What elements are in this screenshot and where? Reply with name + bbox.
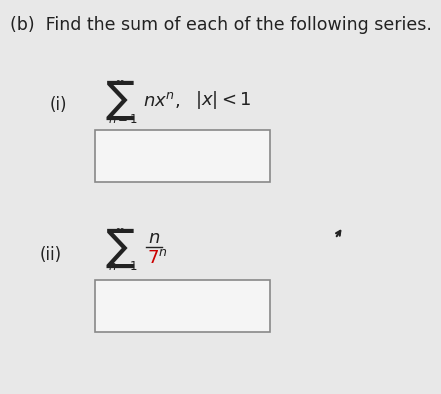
Text: (b)  Find the sum of each of the following series.: (b) Find the sum of each of the followin… bbox=[10, 16, 432, 34]
Bar bbox=[95, 130, 270, 182]
Text: (i): (i) bbox=[50, 96, 67, 114]
Text: $|x| < 1$: $|x| < 1$ bbox=[195, 89, 252, 111]
Text: $7$: $7$ bbox=[147, 249, 159, 267]
Text: $n=1$: $n=1$ bbox=[108, 260, 138, 273]
Bar bbox=[95, 280, 270, 332]
Text: $\infty$: $\infty$ bbox=[114, 76, 125, 89]
Text: $\infty$: $\infty$ bbox=[114, 223, 125, 236]
Text: $nx^n,$: $nx^n,$ bbox=[143, 90, 180, 110]
Text: $n$: $n$ bbox=[148, 229, 160, 247]
Text: (ii): (ii) bbox=[40, 246, 62, 264]
Text: $\sum$: $\sum$ bbox=[105, 78, 135, 122]
Text: $\sum$: $\sum$ bbox=[105, 227, 135, 269]
Text: $n$: $n$ bbox=[158, 247, 167, 260]
Text: $n=1$: $n=1$ bbox=[108, 113, 138, 126]
